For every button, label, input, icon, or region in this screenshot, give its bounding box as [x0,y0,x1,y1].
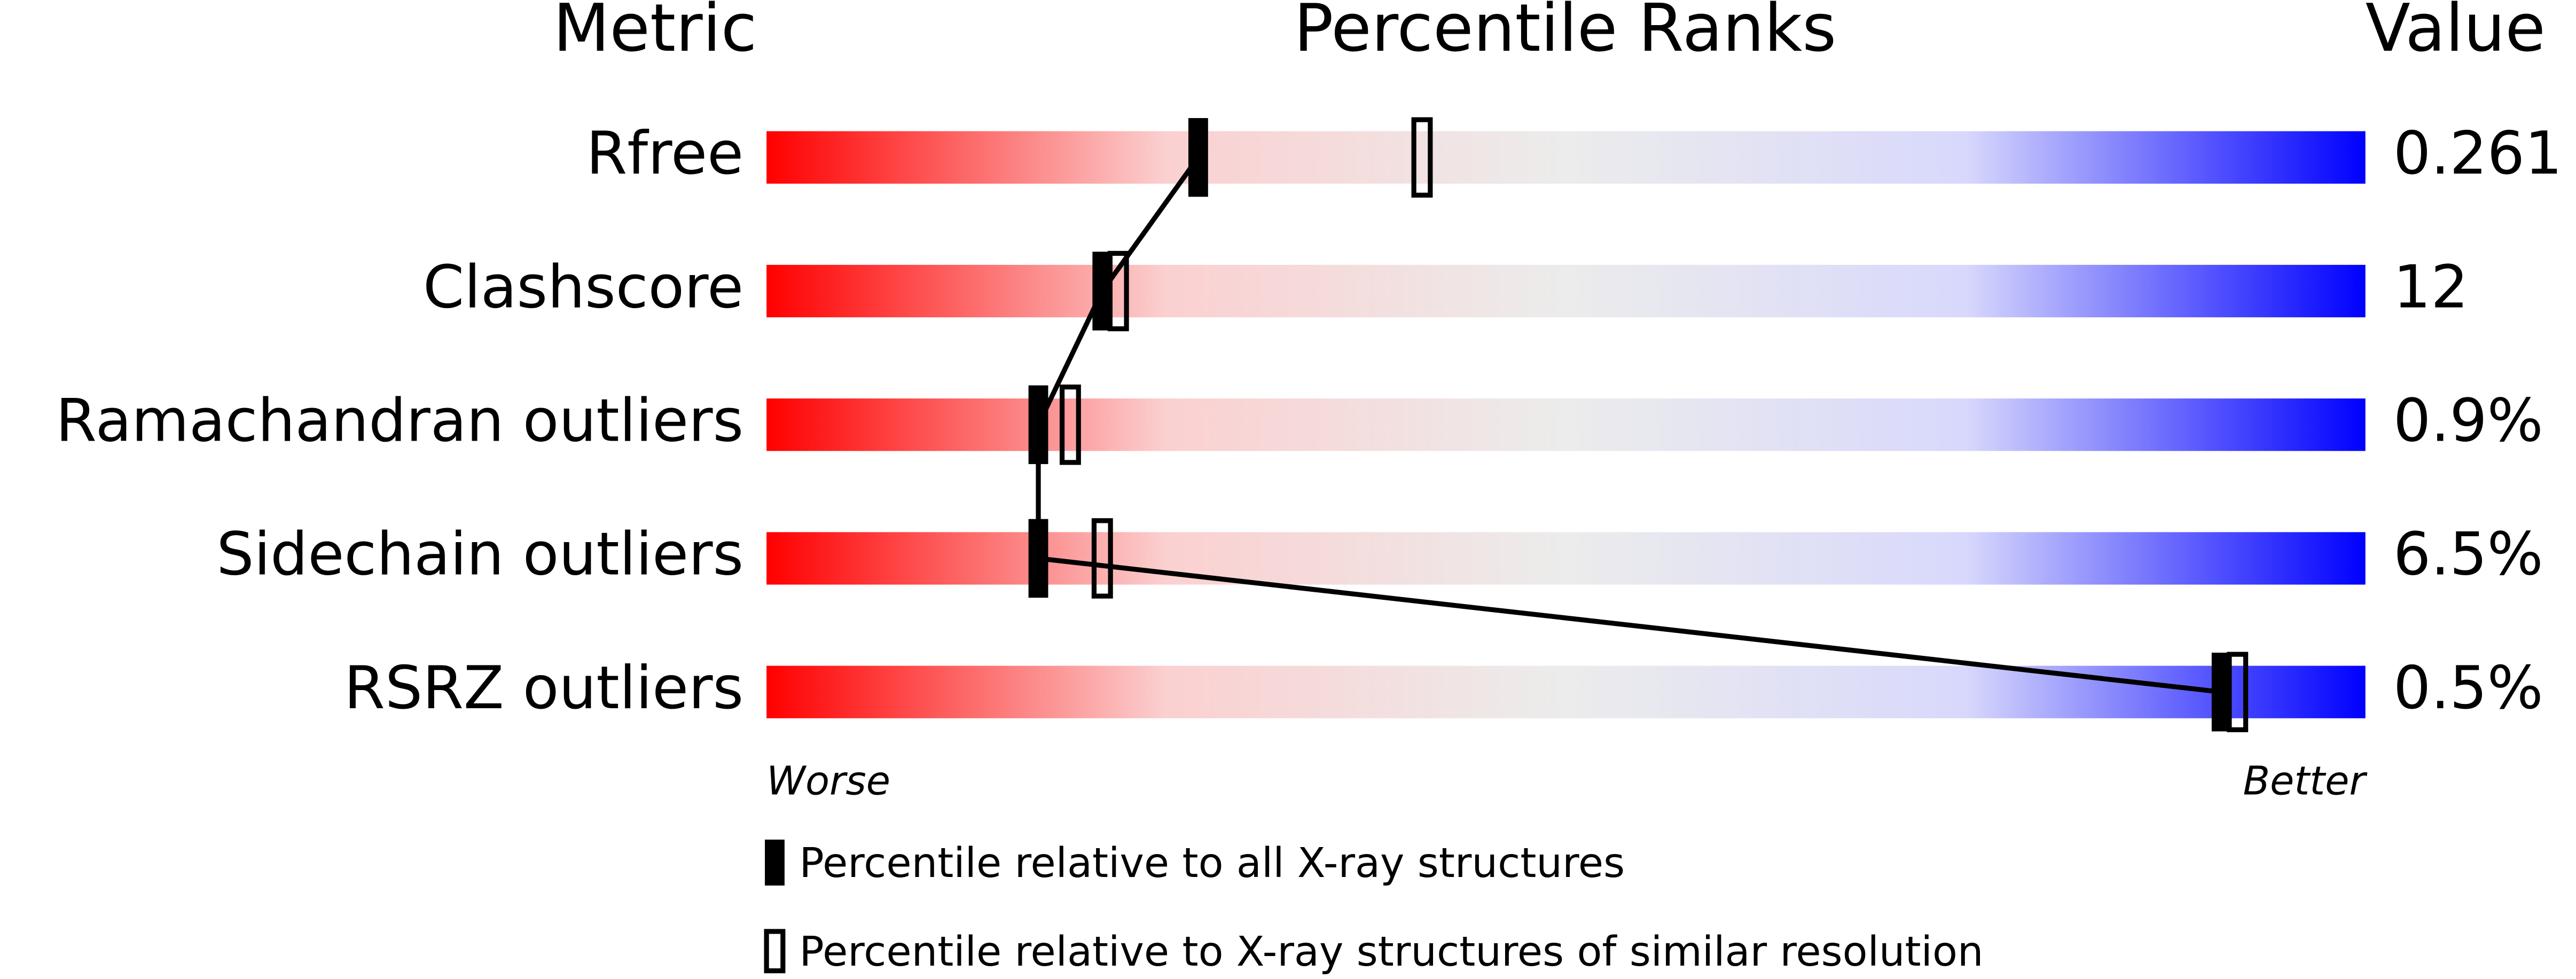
rank-marker-open [2227,652,2249,732]
percentile-bar [766,398,2366,451]
value-label: 0.261 [2393,119,2562,188]
worse-label: Worse [766,759,890,804]
metric-header: Metric [553,0,757,66]
rank-marker-open [1091,518,1113,599]
rank-marker-open [1107,250,1129,332]
value-header: Value [2366,0,2546,66]
legend-swatch-filled [765,840,785,886]
value-label: 12 [2393,253,2469,322]
rank-marker-filled [1188,118,1208,197]
legend-label: Percentile relative to X-ray structures … [800,928,1984,976]
metric-label: Rfree [586,119,743,188]
metric-label: Clashscore [423,253,743,322]
better-label: Better [2243,759,2368,804]
rank-marker-filled [1028,519,1048,598]
metric-label: Sidechain outliers [216,520,743,589]
legend-label: Percentile relative to all X-ray structu… [800,840,1625,887]
metric-label: Ramachandran outliers [56,386,743,455]
ranks-header: Percentile Ranks [1294,0,1837,66]
rank-marker-open [1411,117,1433,198]
value-label: 0.9% [2393,386,2543,455]
percentile-bar [766,665,2366,718]
rank-marker-filled [1028,385,1048,464]
legend-swatch-open [764,929,786,974]
percentile-bar [766,131,2366,184]
percentile-bar [766,532,2366,585]
percentile-bar [766,264,2366,318]
value-label: 0.5% [2393,654,2543,723]
value-label: 6.5% [2393,520,2543,589]
rank-marker-open [1059,384,1081,465]
metric-label: RSRZ outliers [344,654,743,723]
